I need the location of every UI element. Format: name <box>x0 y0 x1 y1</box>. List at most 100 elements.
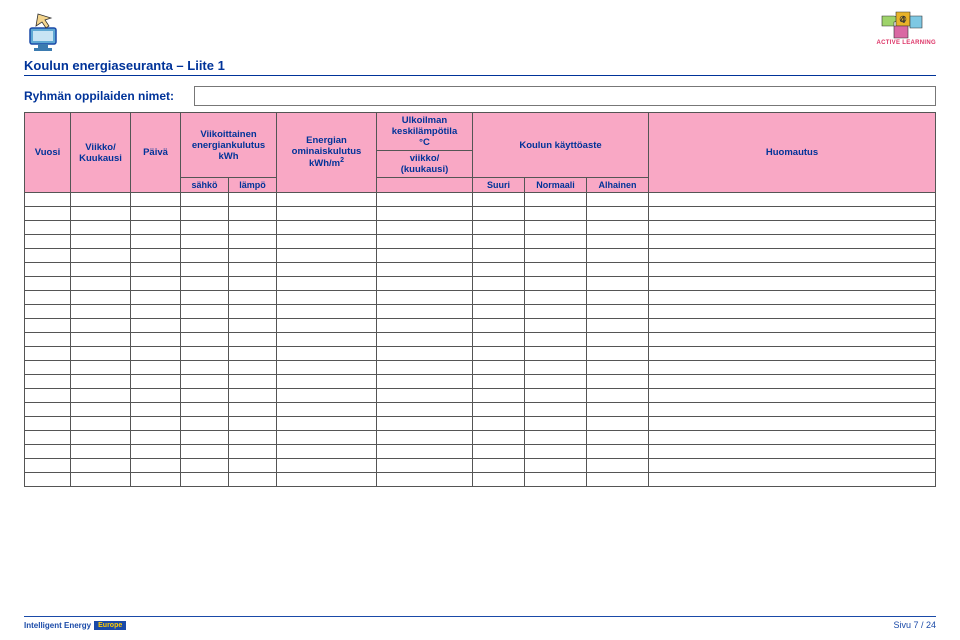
table-cell[interactable] <box>131 235 181 249</box>
table-cell[interactable] <box>131 445 181 459</box>
table-cell[interactable] <box>277 263 377 277</box>
table-cell[interactable] <box>277 235 377 249</box>
table-row[interactable] <box>25 249 936 263</box>
table-cell[interactable] <box>473 193 525 207</box>
table-cell[interactable] <box>277 305 377 319</box>
table-cell[interactable] <box>377 417 473 431</box>
table-cell[interactable] <box>277 221 377 235</box>
table-cell[interactable] <box>525 221 587 235</box>
table-cell[interactable] <box>377 291 473 305</box>
table-row[interactable] <box>25 235 936 249</box>
table-cell[interactable] <box>71 361 131 375</box>
table-row[interactable] <box>25 473 936 487</box>
table-cell[interactable] <box>25 459 71 473</box>
table-cell[interactable] <box>277 459 377 473</box>
table-cell[interactable] <box>649 459 936 473</box>
table-cell[interactable] <box>473 333 525 347</box>
table-cell[interactable] <box>25 347 71 361</box>
table-cell[interactable] <box>71 403 131 417</box>
table-cell[interactable] <box>377 221 473 235</box>
table-cell[interactable] <box>71 333 131 347</box>
table-cell[interactable] <box>649 375 936 389</box>
table-cell[interactable] <box>649 347 936 361</box>
table-cell[interactable] <box>229 305 277 319</box>
table-cell[interactable] <box>25 389 71 403</box>
table-cell[interactable] <box>473 361 525 375</box>
table-cell[interactable] <box>473 319 525 333</box>
table-cell[interactable] <box>181 473 229 487</box>
table-cell[interactable] <box>377 431 473 445</box>
table-cell[interactable] <box>525 459 587 473</box>
table-cell[interactable] <box>649 361 936 375</box>
table-cell[interactable] <box>277 207 377 221</box>
table-cell[interactable] <box>71 193 131 207</box>
table-cell[interactable] <box>377 375 473 389</box>
table-row[interactable] <box>25 277 936 291</box>
table-cell[interactable] <box>473 389 525 403</box>
table-cell[interactable] <box>229 347 277 361</box>
table-row[interactable] <box>25 263 936 277</box>
table-cell[interactable] <box>71 347 131 361</box>
table-cell[interactable] <box>473 207 525 221</box>
table-cell[interactable] <box>181 235 229 249</box>
table-cell[interactable] <box>229 431 277 445</box>
table-cell[interactable] <box>229 473 277 487</box>
table-row[interactable] <box>25 431 936 445</box>
table-cell[interactable] <box>587 305 649 319</box>
table-cell[interactable] <box>277 445 377 459</box>
table-cell[interactable] <box>649 319 936 333</box>
table-cell[interactable] <box>525 375 587 389</box>
table-cell[interactable] <box>25 361 71 375</box>
table-cell[interactable] <box>25 249 71 263</box>
table-cell[interactable] <box>71 445 131 459</box>
table-cell[interactable] <box>131 431 181 445</box>
table-cell[interactable] <box>181 249 229 263</box>
table-cell[interactable] <box>525 193 587 207</box>
table-cell[interactable] <box>71 319 131 333</box>
table-cell[interactable] <box>131 459 181 473</box>
table-cell[interactable] <box>181 207 229 221</box>
table-cell[interactable] <box>525 431 587 445</box>
table-cell[interactable] <box>649 235 936 249</box>
table-cell[interactable] <box>277 333 377 347</box>
table-cell[interactable] <box>649 431 936 445</box>
table-cell[interactable] <box>229 277 277 291</box>
table-cell[interactable] <box>587 235 649 249</box>
table-cell[interactable] <box>377 193 473 207</box>
table-cell[interactable] <box>587 445 649 459</box>
table-cell[interactable] <box>71 235 131 249</box>
table-cell[interactable] <box>649 291 936 305</box>
table-cell[interactable] <box>277 375 377 389</box>
table-row[interactable] <box>25 319 936 333</box>
table-cell[interactable] <box>25 207 71 221</box>
table-cell[interactable] <box>525 417 587 431</box>
table-cell[interactable] <box>587 389 649 403</box>
table-cell[interactable] <box>473 431 525 445</box>
table-cell[interactable] <box>587 221 649 235</box>
table-cell[interactable] <box>649 445 936 459</box>
table-row[interactable] <box>25 445 936 459</box>
table-cell[interactable] <box>25 319 71 333</box>
table-cell[interactable] <box>525 389 587 403</box>
table-cell[interactable] <box>181 305 229 319</box>
table-row[interactable] <box>25 291 936 305</box>
table-cell[interactable] <box>25 263 71 277</box>
table-cell[interactable] <box>229 445 277 459</box>
table-cell[interactable] <box>25 417 71 431</box>
table-cell[interactable] <box>473 347 525 361</box>
table-cell[interactable] <box>649 221 936 235</box>
table-cell[interactable] <box>25 277 71 291</box>
table-cell[interactable] <box>71 207 131 221</box>
table-cell[interactable] <box>587 277 649 291</box>
table-cell[interactable] <box>25 235 71 249</box>
table-row[interactable] <box>25 333 936 347</box>
table-cell[interactable] <box>377 403 473 417</box>
table-cell[interactable] <box>473 375 525 389</box>
table-cell[interactable] <box>131 473 181 487</box>
table-cell[interactable] <box>587 403 649 417</box>
table-cell[interactable] <box>181 417 229 431</box>
table-cell[interactable] <box>71 473 131 487</box>
table-row[interactable] <box>25 389 936 403</box>
table-cell[interactable] <box>71 431 131 445</box>
table-cell[interactable] <box>71 375 131 389</box>
